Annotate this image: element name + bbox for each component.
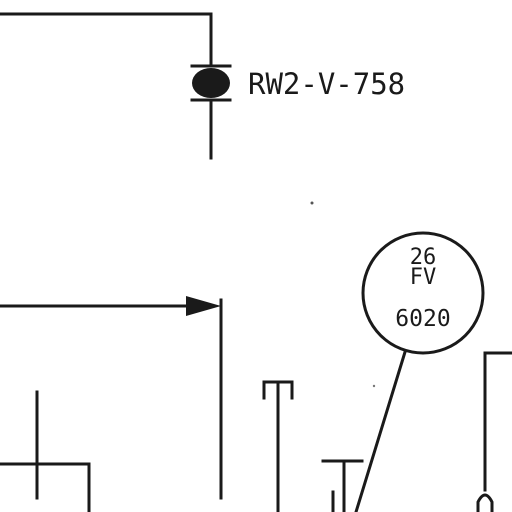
pipe-end-shape — [476, 493, 494, 512]
bracket-symbol — [262, 380, 294, 400]
flow-arrow-head — [186, 296, 221, 316]
pipe-line-right — [483, 351, 512, 492]
instrument-bubble — [361, 231, 485, 355]
cross-line-horizontal — [0, 462, 91, 512]
pipe-line-top — [0, 12, 213, 54]
speck — [372, 384, 376, 388]
valve-body — [192, 68, 230, 98]
instrument-loop-number: 6020 — [395, 306, 450, 332]
instrument-type: FV — [410, 265, 437, 290]
instrument-leader-line — [354, 350, 407, 512]
valve-tag-label: RW2-V-758 — [248, 67, 405, 101]
instrument-number: 26 — [410, 245, 437, 270]
speck — [310, 201, 314, 205]
